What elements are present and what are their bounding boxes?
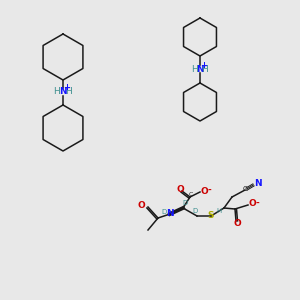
Text: N: N xyxy=(166,209,174,218)
Text: D: D xyxy=(161,209,166,215)
Text: H: H xyxy=(192,64,198,74)
Text: O: O xyxy=(248,200,256,208)
Text: N: N xyxy=(59,88,67,97)
Text: -: - xyxy=(207,185,211,194)
Text: S: S xyxy=(208,212,214,220)
Text: O: O xyxy=(137,202,145,211)
Text: N: N xyxy=(254,178,262,188)
Text: C: C xyxy=(189,193,193,197)
Text: D: D xyxy=(192,208,198,214)
Text: D: D xyxy=(182,200,188,206)
Text: H: H xyxy=(216,208,222,214)
Text: O: O xyxy=(233,218,241,227)
Text: H: H xyxy=(54,88,60,97)
Text: +: + xyxy=(64,82,70,91)
Text: N: N xyxy=(196,64,204,74)
Text: H: H xyxy=(202,64,208,74)
Text: O: O xyxy=(200,187,208,196)
Text: +: + xyxy=(200,61,208,70)
Text: -: - xyxy=(255,199,259,208)
Text: O: O xyxy=(176,185,184,194)
Text: C: C xyxy=(243,186,248,192)
Text: H: H xyxy=(66,88,72,97)
